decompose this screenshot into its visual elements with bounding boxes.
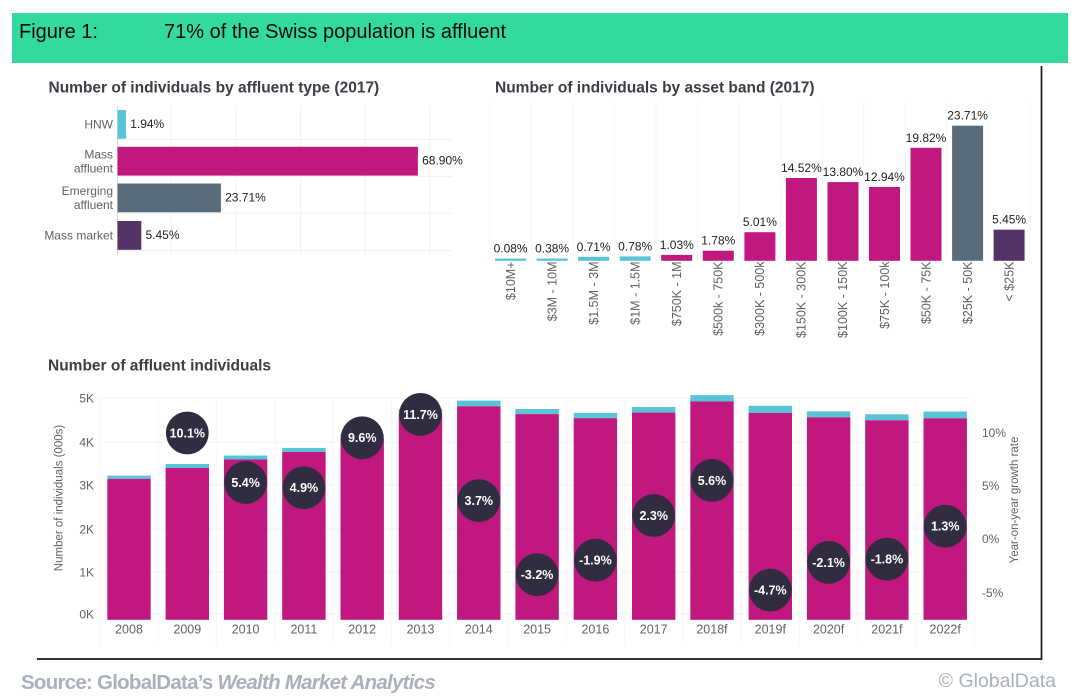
svg-text:Source: GlobalData’s Wealth Ma: Source: GlobalData’s Wealth Market Analy…: [21, 671, 435, 694]
svg-text:12.94%: 12.94%: [864, 170, 905, 184]
svg-text:2013: 2013: [407, 623, 435, 637]
svg-text:Year-on-year growth rate: Year-on-year growth rate: [1009, 437, 1021, 564]
svg-text:$75K - 100k: $75K - 100k: [878, 261, 892, 329]
svg-text:13.80%: 13.80%: [823, 165, 864, 179]
svg-text:< $25K: < $25K: [1002, 261, 1016, 302]
svg-text:Mass: Mass: [84, 147, 113, 161]
svg-text:2014: 2014: [465, 623, 493, 637]
svg-text:2.3%: 2.3%: [639, 509, 668, 523]
svg-text:19.82%: 19.82%: [906, 131, 947, 145]
svg-text:affluent: affluent: [74, 198, 114, 212]
svg-text:68.90%: 68.90%: [422, 154, 463, 168]
svg-text:-1.8%: -1.8%: [871, 553, 904, 567]
svg-text:2010: 2010: [232, 623, 260, 637]
svg-text:23.71%: 23.71%: [947, 109, 988, 123]
svg-text:2020f: 2020f: [813, 623, 845, 637]
svg-text:0%: 0%: [982, 532, 1000, 546]
svg-text:0.38%: 0.38%: [535, 242, 569, 256]
svg-text:5%: 5%: [982, 479, 1000, 493]
svg-text:Figure 1:: Figure 1:: [19, 21, 98, 43]
svg-text:$25K - 50K: $25K - 50K: [961, 261, 975, 324]
svg-text:0.78%: 0.78%: [618, 239, 652, 253]
svg-text:-5%: -5%: [982, 586, 1004, 600]
svg-text:2015: 2015: [523, 623, 551, 637]
svg-text:© GlobalData: © GlobalData: [939, 670, 1056, 692]
svg-text:0K: 0K: [79, 607, 94, 621]
svg-text:Number of individuals by afflu: Number of individuals by affluent type (…: [49, 80, 380, 97]
svg-text:$100K - 150K: $100K - 150K: [836, 261, 850, 338]
svg-text:1.94%: 1.94%: [130, 117, 164, 131]
svg-text:-1.9%: -1.9%: [579, 554, 612, 568]
svg-text:$150K - 300K: $150K - 300K: [795, 261, 809, 338]
svg-text:5.45%: 5.45%: [992, 213, 1026, 227]
svg-text:Number of individuals by asset: Number of individuals by asset band (201…: [495, 80, 815, 97]
svg-text:1.78%: 1.78%: [701, 234, 735, 248]
svg-text:2011: 2011: [290, 623, 317, 637]
svg-text:-4.7%: -4.7%: [754, 584, 787, 598]
svg-text:5.4%: 5.4%: [231, 476, 260, 490]
svg-text:5.01%: 5.01%: [743, 215, 777, 229]
svg-text:1.03%: 1.03%: [660, 238, 694, 252]
svg-text:5.6%: 5.6%: [698, 474, 727, 488]
svg-text:0.08%: 0.08%: [494, 242, 528, 256]
svg-text:2022f: 2022f: [930, 623, 962, 637]
svg-text:9.6%: 9.6%: [348, 431, 377, 445]
svg-text:1.3%: 1.3%: [931, 520, 960, 534]
svg-text:2008: 2008: [115, 623, 143, 637]
svg-text:$750K - 1M: $750K - 1M: [670, 262, 684, 327]
svg-text:Number of individuals (000s): Number of individuals (000s): [54, 425, 66, 572]
svg-text:$1.5M - 3M: $1.5M - 3M: [587, 262, 601, 325]
svg-text:3K: 3K: [79, 478, 94, 492]
svg-text:-3.2%: -3.2%: [521, 568, 554, 582]
svg-text:-2.1%: -2.1%: [812, 556, 845, 570]
svg-text:2009: 2009: [173, 623, 201, 637]
svg-text:$300K - 500k: $300K - 500k: [753, 261, 767, 336]
svg-text:14.52%: 14.52%: [781, 161, 822, 175]
svg-text:71% of the Swiss population is: 71% of the Swiss population is affluent: [164, 21, 507, 43]
svg-text:3.7%: 3.7%: [465, 494, 494, 508]
svg-text:affluent: affluent: [74, 161, 114, 175]
svg-text:2018f: 2018f: [696, 623, 728, 637]
svg-text:Number of affluent individuals: Number of affluent individuals: [48, 358, 271, 375]
svg-text:Emerging: Emerging: [62, 184, 113, 198]
svg-text:5.45%: 5.45%: [146, 228, 180, 242]
svg-text:$1M - 1.5M: $1M - 1.5M: [629, 262, 643, 325]
svg-text:10%: 10%: [982, 426, 1006, 440]
svg-text:4K: 4K: [79, 435, 94, 449]
svg-text:2021f: 2021f: [871, 623, 903, 637]
svg-text:23.71%: 23.71%: [225, 190, 266, 204]
svg-text:0.71%: 0.71%: [577, 240, 611, 254]
svg-text:2012: 2012: [348, 623, 376, 637]
svg-text:$500k - 750K: $500k - 750K: [712, 261, 726, 336]
svg-text:$10M+: $10M+: [504, 262, 518, 301]
svg-text:2019f: 2019f: [755, 623, 787, 637]
svg-text:2016: 2016: [581, 623, 609, 637]
svg-text:11.7%: 11.7%: [403, 408, 438, 422]
svg-text:5K: 5K: [79, 391, 94, 405]
svg-text:4.9%: 4.9%: [290, 481, 319, 495]
svg-text:$50K - 75K: $50K - 75K: [919, 261, 933, 324]
svg-text:Mass market: Mass market: [44, 229, 113, 243]
svg-text:1K: 1K: [79, 565, 94, 579]
svg-text:HNW: HNW: [84, 118, 113, 132]
svg-text:2K: 2K: [79, 522, 94, 536]
svg-text:$3M - 10M: $3M - 10M: [545, 262, 559, 322]
svg-text:10.1%: 10.1%: [170, 426, 205, 440]
svg-text:2017: 2017: [640, 623, 668, 637]
